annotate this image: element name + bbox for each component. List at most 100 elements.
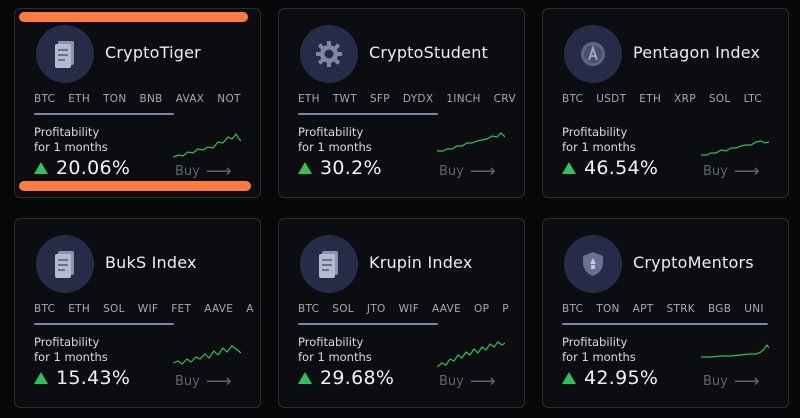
portfolio-name: CryptoMentors — [633, 253, 754, 272]
ticker: P — [502, 303, 509, 315]
buy-button[interactable]: Buy ⟶ — [439, 370, 496, 392]
up-triangle-icon — [298, 162, 312, 174]
shield-icon — [583, 252, 603, 276]
ticker: SFP — [369, 93, 390, 105]
ticker: ETH — [298, 93, 320, 105]
ticker: WIF — [398, 303, 420, 315]
coin-icon — [581, 42, 605, 66]
portfolio-card-pentagon-index[interactable]: Pentagon Index BTC USDT ETH XRP SOL LTC … — [542, 8, 789, 198]
profit-percent: 15.43% — [56, 367, 131, 389]
ticker-scroll-indicator — [298, 113, 438, 115]
profit-percent: 29.68% — [320, 367, 395, 389]
buy-button[interactable]: Buy ⟶ — [439, 160, 496, 182]
profitability-label: Profitability for 1 months — [34, 125, 108, 154]
ticker: ETH — [68, 303, 91, 315]
avatar — [564, 235, 622, 293]
portfolio-name: CryptoTiger — [105, 43, 201, 62]
up-triangle-icon — [562, 372, 576, 384]
sparkline-chart — [437, 132, 505, 152]
ticker: BTC — [298, 303, 320, 315]
portfolio-card-krupin-index[interactable]: Krupin Index BTC SOL JTO WIF AAVE OP P P… — [278, 218, 525, 408]
up-triangle-icon — [34, 372, 48, 384]
buy-button[interactable]: Buy ⟶ — [703, 370, 760, 392]
ticker-list: BTC ETH SOL WIF FET AAVE A — [34, 303, 260, 323]
ticker-list: BTC ETH TON BNB AVAX NOT — [34, 93, 260, 113]
portfolio-card-cryptostudent[interactable]: CryptoStudent ETH TWT SFP DYDX 1INCH CRV… — [278, 8, 525, 198]
portfolio-name: Krupin Index — [369, 253, 473, 272]
ticker-scroll-indicator — [34, 113, 174, 115]
arrow-right-icon: ⟶ — [733, 370, 760, 392]
ticker: AAVE — [204, 303, 234, 315]
ticker: SOL — [103, 303, 125, 315]
profit-percent: 30.2% — [320, 157, 382, 179]
avatar — [300, 235, 358, 293]
ticker: XRP — [674, 93, 696, 105]
portfolio-name: CryptoStudent — [369, 43, 489, 62]
profit-percent: 46.54% — [584, 157, 659, 179]
ticker-scroll-indicator — [562, 323, 768, 325]
portfolio-name: BukS Index — [105, 253, 197, 272]
ticker: SOL — [708, 93, 731, 105]
sparkline-chart — [701, 343, 769, 358]
portfolio-card-cryptotiger[interactable]: CryptoTiger BTC ETH TON BNB AVAX NOT Pro… — [14, 8, 261, 198]
arrow-right-icon: ⟶ — [205, 370, 232, 392]
ticker: ETH — [639, 93, 662, 105]
ticker: LTC — [743, 93, 762, 105]
avatar — [564, 25, 622, 83]
ticker: UNI — [744, 303, 764, 315]
buy-button[interactable]: Buy ⟶ — [175, 370, 232, 392]
arrow-right-icon: ⟶ — [469, 370, 496, 392]
sparkline-chart — [701, 140, 769, 156]
profitability-label: Profitability for 1 months — [34, 335, 108, 364]
ticker: BTC — [34, 93, 56, 105]
ticker-scroll-indicator — [34, 323, 174, 325]
sparkline-chart — [173, 345, 241, 365]
ticker: FET — [171, 303, 192, 315]
ticker: BTC — [562, 93, 584, 105]
arrow-right-icon: ⟶ — [469, 160, 496, 182]
buy-button[interactable]: Buy ⟶ — [703, 160, 760, 182]
avatar — [300, 25, 358, 83]
ticker: A — [246, 303, 254, 315]
ticker: BTC — [34, 303, 56, 315]
profitability-value: 46.54% — [562, 157, 658, 179]
ticker: USDT — [596, 93, 627, 105]
ticker: 1INCH — [446, 93, 481, 105]
ticker-scroll-indicator — [298, 323, 438, 325]
ticker: BNB — [139, 93, 163, 105]
ticker: SOL — [332, 303, 354, 315]
ticker: DYDX — [402, 93, 434, 105]
document-icon — [55, 41, 74, 68]
portfolio-name: Pentagon Index — [633, 43, 761, 62]
ticker-list: ETH TWT SFP DYDX 1INCH CRV — [298, 93, 524, 113]
document-icon — [319, 251, 338, 278]
up-triangle-icon — [34, 162, 48, 174]
ticker: TON — [596, 303, 620, 315]
portfolio-card-cryptomentors[interactable]: CryptoMentors BTC TON APT STRK BGB UNI P… — [542, 218, 789, 408]
profit-percent: 20.06% — [56, 157, 131, 179]
ticker: BGB — [707, 303, 732, 315]
up-triangle-icon — [562, 162, 576, 174]
ticker: AAVE — [432, 303, 462, 315]
document-icon — [55, 251, 74, 278]
ticker: NOT — [217, 93, 241, 105]
ticker: TON — [103, 93, 127, 105]
buy-button[interactable]: Buy ⟶ — [175, 160, 232, 182]
portfolio-card-buks-index[interactable]: BukS Index BTC ETH SOL WIF FET AAVE A Pr… — [14, 218, 261, 408]
ticker: ETH — [68, 93, 91, 105]
arrow-right-icon: ⟶ — [205, 160, 232, 182]
profitability-value: 29.68% — [298, 367, 394, 389]
ticker: APT — [632, 303, 654, 315]
ticker-list: BTC TON APT STRK BGB UNI — [562, 303, 788, 323]
profitability-label: Profitability for 1 months — [562, 125, 636, 154]
ticker: AVAX — [175, 93, 205, 105]
profitability-value: 20.06% — [34, 157, 130, 179]
profitability-value: 15.43% — [34, 367, 130, 389]
gear-icon — [316, 41, 342, 67]
arrow-right-icon: ⟶ — [733, 160, 760, 182]
avatar — [36, 235, 94, 293]
profitability-value: 30.2% — [298, 157, 382, 179]
ticker: WIF — [137, 303, 159, 315]
avatar — [36, 25, 94, 83]
highlight-marker-top — [19, 12, 248, 22]
